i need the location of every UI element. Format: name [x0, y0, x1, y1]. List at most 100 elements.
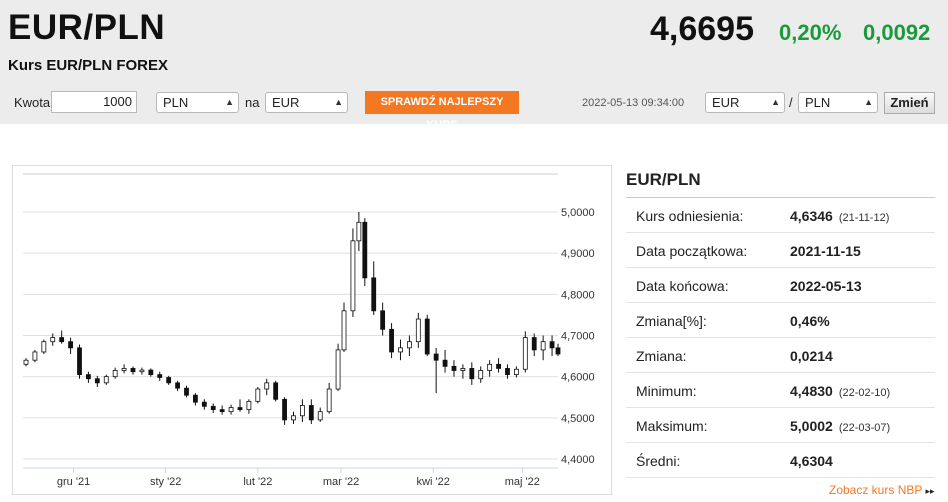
- candle-body: [139, 369, 145, 373]
- info-row: Kurs odniesienia: 4,6346 (21-11-12): [626, 198, 935, 233]
- y-tick-label: 4,7000: [561, 331, 595, 343]
- x-tick-label: sty '22: [150, 476, 181, 488]
- candle-body: [362, 221, 368, 279]
- from-currency-value: PLN: [163, 95, 189, 110]
- pair-to-value: PLN: [805, 95, 831, 110]
- select-arrows-icon: ▲: [771, 97, 780, 107]
- info-row: Średni: 4,6304: [626, 443, 935, 478]
- candle-body: [193, 394, 198, 403]
- candle-body: [555, 347, 561, 355]
- pair-from-select[interactable]: EUR ▲: [705, 92, 785, 113]
- candle-body: [389, 328, 394, 353]
- candle-body: [478, 370, 484, 380]
- change-absolute: 0,0092: [863, 20, 931, 45]
- info-row-label: Zmiana[%]:: [636, 313, 707, 329]
- candle-body: [41, 341, 47, 353]
- header-bar: EUR/PLN Kurs EUR/PLN FOREX 4,6695 0,20% …: [0, 0, 948, 131]
- candlestick-chart[interactable]: 5,0000 4,9000 4,8000 4,7000 4,6000 4,5000 4,40…: [13, 166, 613, 496]
- candle-body: [273, 382, 279, 400]
- nbp-rate-link[interactable]: Zobacz kurs NBP ▸▸: [829, 483, 935, 497]
- from-currency-select[interactable]: PLN ▲: [156, 92, 239, 113]
- candle-body: [77, 347, 82, 376]
- candle-body: [308, 405, 314, 421]
- info-row-value: 0,46%: [790, 313, 830, 329]
- info-row-value-text: 4,4830: [790, 383, 833, 399]
- x-tick-label: lut '22: [243, 476, 272, 488]
- candle-body: [496, 363, 501, 369]
- info-row-value: 4,6346 (21-11-12): [790, 208, 889, 224]
- candle-body: [121, 368, 127, 371]
- candle-body: [540, 341, 546, 351]
- candle-body: [237, 407, 243, 411]
- candle-body: [157, 374, 163, 378]
- candle-body: [264, 382, 270, 390]
- candle-body: [59, 337, 65, 343]
- candle-body: [469, 368, 475, 380]
- info-row-date: (21-11-12): [838, 212, 890, 224]
- candle-body: [219, 409, 225, 413]
- y-tick-label: 4,8000: [561, 289, 595, 301]
- candle-body: [210, 405, 216, 411]
- candle-body: [415, 318, 421, 343]
- chart-panel: 5,0000 4,9000 4,8000 4,7000 4,6000 4,5000 4,40…: [12, 165, 612, 495]
- change-percent: 0,20%: [779, 20, 842, 45]
- y-tick-label: 4,6000: [561, 372, 595, 384]
- info-row-label: Średni:: [636, 453, 681, 469]
- amount-label: Kwota: [14, 95, 51, 110]
- info-row: Data początkowa: 2021-11-15: [626, 233, 935, 268]
- info-row: Minimum: 4,4830 (22-02-10): [626, 373, 935, 408]
- candle-body: [50, 337, 56, 343]
- y-tick-label: 5,0000: [561, 207, 595, 219]
- check-best-rate-button[interactable]: SPRAWDŹ NAJLEPSZY KURS: [365, 91, 519, 131]
- candle-body: [341, 310, 347, 351]
- info-title: EUR/PLN: [626, 160, 935, 198]
- candle-body: [326, 388, 332, 413]
- info-row-value: 2022-05-13: [790, 278, 862, 294]
- x-tick-label: maj '22: [505, 476, 540, 488]
- select-arrows-icon: ▲: [225, 97, 234, 107]
- info-row-value: 2021-11-15: [790, 243, 861, 259]
- info-row-label: Minimum:: [636, 383, 697, 399]
- to-currency-select[interactable]: EUR ▲: [265, 92, 348, 113]
- candle-body: [130, 368, 136, 373]
- x-tick-label: kwi '22: [417, 476, 450, 488]
- current-price: 4,6695: [650, 10, 754, 48]
- y-tick-label: 4,5000: [561, 413, 595, 425]
- change-pair-button[interactable]: Zmień: [884, 92, 935, 114]
- info-row-value-text: 2021-11-15: [790, 243, 861, 259]
- info-row-value-text: 0,0214: [790, 348, 833, 364]
- info-row-value-text: 2022-05-13: [790, 278, 862, 294]
- info-row-value-text: 4,6304: [790, 453, 833, 469]
- info-panel: EUR/PLN Kurs odniesienia: 4,6346 (21-11-12…: [626, 160, 935, 478]
- candle-body: [23, 359, 29, 365]
- info-row: Zmiana: 0,0214: [626, 338, 935, 373]
- candle-body: [487, 363, 493, 371]
- candle-body: [460, 368, 466, 371]
- y-tick-label: 4,9000: [561, 248, 595, 260]
- candle-body: [317, 411, 323, 421]
- candle-body: [86, 374, 91, 380]
- pair-from-value: EUR: [712, 95, 740, 110]
- pair-to-select[interactable]: PLN ▲: [798, 92, 878, 113]
- candle-body: [32, 351, 38, 361]
- info-row-value: 5,0002 (22-03-07): [790, 418, 890, 434]
- candle-body: [424, 318, 430, 355]
- candle-body: [406, 341, 412, 349]
- candle-body: [505, 368, 510, 376]
- candle-body: [68, 341, 73, 349]
- candle-body: [522, 337, 528, 370]
- candle-body: [148, 369, 154, 376]
- candle-body: [451, 365, 457, 371]
- candle-body: [255, 388, 261, 402]
- candle-body: [228, 407, 234, 413]
- info-row-date: (22-03-07): [838, 422, 891, 434]
- info-row-date: (22-02-10): [838, 387, 891, 399]
- candle-body: [175, 382, 180, 389]
- info-row-label: Zmiana:: [636, 348, 687, 364]
- info-row: Maksimum: 5,0002 (22-03-07): [626, 408, 935, 443]
- candle-body: [94, 378, 100, 384]
- x-tick-label: gru '21: [57, 476, 90, 488]
- amount-input[interactable]: 1000: [51, 91, 137, 113]
- candle-body: [442, 359, 448, 367]
- candle-body: [201, 401, 207, 407]
